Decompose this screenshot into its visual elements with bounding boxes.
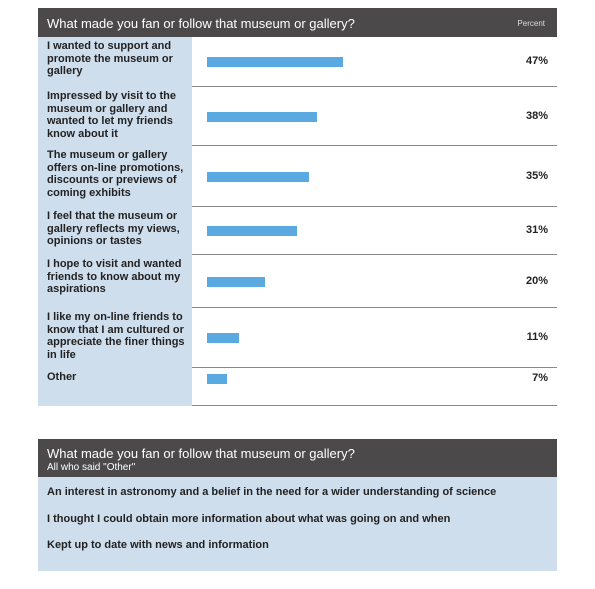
chart-header: What made you fan or follow that museum … [38, 8, 557, 37]
bar [207, 374, 228, 384]
other-header: What made you fan or follow that museum … [38, 439, 557, 477]
bar [207, 226, 297, 236]
other-body: An interest in astronomy and a belief in… [38, 477, 557, 571]
value-label: 38% [525, 109, 548, 122]
category-label: I hope to visit and wanted friends to kn… [47, 258, 182, 295]
category-label: The museum or gallery offers on-line pro… [47, 149, 184, 199]
category-label: Other [47, 371, 77, 383]
chart-title: What made you fan or follow that museum … [47, 16, 355, 31]
category-label: I wanted to support and promote the muse… [47, 40, 173, 77]
row-label-cell [38, 146, 192, 207]
value-label: 35% [525, 169, 548, 182]
bar [207, 111, 318, 122]
row-divider [192, 307, 557, 308]
row-label-cell [38, 37, 192, 87]
response-text: Kept up to date with news and informatio… [47, 539, 269, 551]
row-divider [192, 206, 557, 207]
response-text: I thought I could obtain more informatio… [47, 512, 451, 525]
row-divider [192, 145, 557, 146]
bar [207, 57, 344, 67]
bar [207, 171, 309, 182]
value-label: 47% [525, 55, 548, 67]
row-label-cell [38, 368, 192, 406]
bar [207, 276, 265, 287]
value-axis-label: Percent [517, 19, 545, 28]
other-subtitle: All who said "Other" [47, 462, 136, 473]
row-divider [192, 86, 557, 87]
bar [207, 333, 239, 343]
category-label: Impressed by visit to the museum or gall… [47, 90, 176, 140]
value-label: 11% [526, 331, 548, 343]
category-label: I like my on-line friends to know that I… [47, 311, 185, 361]
row-label-cell [38, 87, 192, 146]
row-divider [192, 405, 557, 406]
row-label-cell [38, 255, 192, 308]
value-label: 20% [525, 274, 548, 287]
value-label: 31% [525, 224, 548, 236]
value-label: 7% [532, 372, 548, 384]
row-divider [192, 254, 557, 255]
row-label-cell [38, 308, 192, 368]
chart-body: I wanted to support and promote the muse… [38, 37, 557, 406]
other-title: What made you fan or follow that museum … [47, 446, 355, 461]
row-divider [192, 367, 557, 368]
response-text: An interest in astronomy and a belief in… [47, 486, 497, 498]
row-label-cell [38, 207, 192, 255]
category-label: I feel that the museum or gallery reflec… [47, 210, 180, 247]
